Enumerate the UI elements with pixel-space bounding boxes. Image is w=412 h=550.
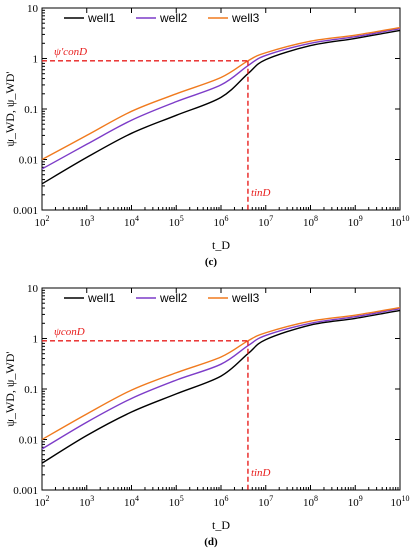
series-line-well2 (41, 27, 401, 170)
chart-panel-d: 102 103 104 105 106 107 108 109 1010 0.001 0.01 0.1… (3, 283, 410, 548)
x-tick-label: 104 (124, 214, 139, 229)
x-tick-label: 102 (35, 494, 50, 509)
panel-label: (c) (205, 256, 218, 268)
y-axis-label: ψ_WD, ψ_WD' (3, 351, 17, 426)
legend-label-well3: well3 (231, 291, 260, 305)
x-tick-label: 104 (124, 494, 139, 509)
x-tick-label: 1010 (391, 214, 410, 229)
y-tick-label: 0.01 (19, 435, 38, 447)
x-tick-label: 102 (35, 214, 50, 229)
psi-annotation-label: ψ'conD (54, 46, 87, 58)
x-tick-label: 103 (79, 494, 94, 509)
x-tick-label: 108 (303, 214, 318, 229)
series-line-well2 (41, 307, 401, 450)
x-tick-label: 1010 (391, 494, 410, 509)
legend-label-well2: well2 (159, 291, 188, 305)
x-tick-label: 103 (79, 214, 94, 229)
panel-label: (d) (204, 536, 218, 548)
t-annotation-label: tinD (251, 467, 271, 479)
t-annotation-label: tinD (251, 187, 271, 199)
y-tick-label: 0.01 (19, 155, 38, 167)
y-tick-label: 0.001 (13, 205, 38, 217)
psi-annotation-label: ψconD (54, 326, 85, 338)
x-tick-label: 106 (214, 214, 229, 229)
chart-panel-c: 102 103 104 105 106 107 108 109 1010 0.001 0.01 0.1… (3, 3, 410, 268)
x-tick-label: 107 (258, 494, 273, 509)
y-tick-label: 1 (33, 54, 39, 66)
x-tick-label: 105 (169, 494, 184, 509)
y-tick-label: 10 (27, 283, 39, 295)
y-tick-label: 1 (33, 334, 39, 346)
y-tick-label: 0.1 (24, 104, 38, 116)
x-tick-label: 109 (348, 214, 363, 229)
series-line-well3 (41, 306, 401, 441)
y-axis-label: ψ_WD, ψ_WD' (3, 71, 17, 146)
y-tick-label: 0.001 (13, 485, 38, 497)
x-tick-label: 106 (214, 494, 229, 509)
legend-label-well1: well1 (87, 291, 116, 305)
legend-label-well2: well2 (159, 11, 188, 25)
x-axis-label: t_D (212, 238, 230, 252)
y-tick-label: 0.1 (24, 384, 38, 396)
series-line-well1 (41, 309, 401, 464)
legend-label-well3: well3 (231, 11, 260, 25)
x-tick-label: 108 (303, 494, 318, 509)
series-line-well3 (41, 26, 401, 161)
x-axis-label: t_D (212, 518, 230, 532)
x-tick-label: 105 (169, 214, 184, 229)
x-tick-label: 109 (348, 494, 363, 509)
series-line-well1 (41, 29, 401, 185)
y-tick-label: 10 (27, 3, 39, 15)
x-tick-label: 107 (258, 214, 273, 229)
legend-label-well1: well1 (87, 11, 116, 25)
